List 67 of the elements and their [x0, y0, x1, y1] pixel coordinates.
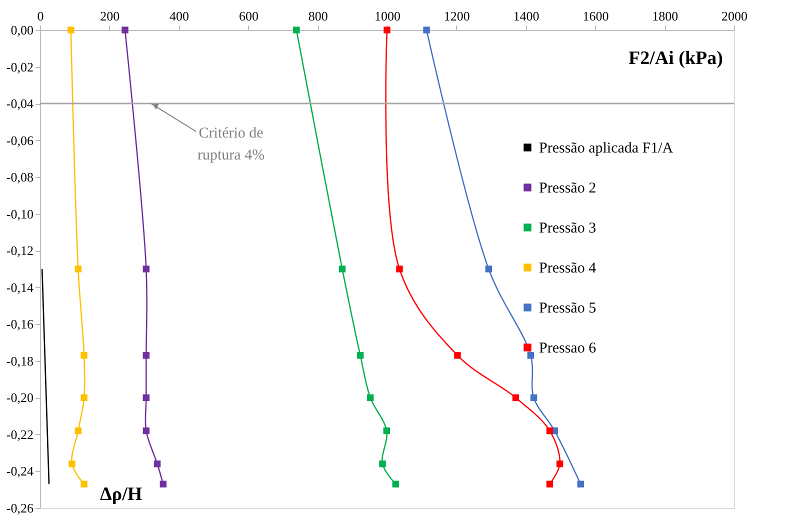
point	[454, 352, 461, 359]
x-tick-label: 1600	[582, 8, 609, 24]
point	[512, 394, 520, 402]
point	[383, 427, 390, 434]
x-tick-label: 1800	[652, 8, 678, 24]
point	[392, 480, 400, 488]
point	[546, 427, 554, 434]
point	[546, 480, 554, 488]
y-tick-label: -0,26	[6, 500, 34, 516]
legend-label: Pressão 4	[539, 260, 597, 276]
y-tick-label: -0,04	[6, 96, 34, 112]
point	[423, 26, 430, 34]
point	[80, 480, 88, 488]
point	[485, 266, 492, 272]
point	[74, 266, 82, 272]
y-axis-title: Δρ/H	[100, 484, 142, 505]
x-tick-label: 200	[100, 8, 120, 24]
point	[338, 266, 346, 272]
y-tick-label: -0,08	[6, 170, 34, 185]
point	[356, 352, 364, 359]
y-tick-label: -0,02	[6, 59, 34, 74]
x-tick-label: 400	[170, 8, 190, 24]
point	[396, 266, 403, 272]
point	[80, 394, 88, 402]
point	[366, 394, 374, 402]
point	[142, 427, 150, 434]
point	[379, 460, 386, 468]
x-tick-label: 2000	[722, 8, 748, 24]
legend-label: Pressao 6	[539, 340, 597, 356]
point	[68, 26, 74, 34]
legend-label: Pressão 2	[539, 180, 596, 196]
point	[80, 352, 88, 359]
x-tick-label: 600	[238, 8, 258, 24]
x-tick-label: 1000	[374, 8, 400, 24]
point	[556, 460, 564, 468]
y-tick-label: -0,14	[6, 280, 34, 295]
x-tick-label: 1400	[513, 8, 540, 24]
y-tick-label: -0,24	[6, 464, 34, 479]
point	[530, 394, 538, 402]
legend-label: Pressão 5	[539, 300, 596, 316]
y-tick-label: -0,16	[6, 316, 34, 332]
y-tick-label: 0,00	[10, 22, 34, 38]
y-tick-label: -0,18	[6, 353, 34, 368]
x-tick-label: 1200	[444, 8, 470, 24]
point	[74, 427, 82, 434]
point	[122, 26, 128, 34]
y-tick-label: -0,12	[6, 243, 34, 258]
y-tick-label: -0,06	[6, 132, 34, 148]
x-axis-title: F2/Ai (kPa)	[628, 48, 723, 69]
point	[293, 26, 300, 34]
y-tick-label: -0,22	[6, 426, 34, 442]
point	[68, 460, 76, 468]
x-tick-label: 0	[37, 8, 44, 24]
point	[384, 26, 390, 34]
point	[527, 352, 534, 359]
point	[577, 480, 584, 488]
point	[160, 480, 167, 488]
y-tick-label: -0,20	[6, 390, 34, 406]
legend-label: Pressão aplicada F1/A	[539, 140, 674, 156]
x-tick-label: 800	[308, 8, 328, 24]
point	[142, 352, 150, 359]
point	[142, 394, 150, 402]
annotation: Critério de ruptura 4%	[198, 126, 265, 164]
point	[142, 266, 150, 272]
point	[154, 460, 161, 468]
legend-label: Pressão 3	[539, 220, 596, 236]
y-tick-label: -0,10	[6, 206, 34, 222]
